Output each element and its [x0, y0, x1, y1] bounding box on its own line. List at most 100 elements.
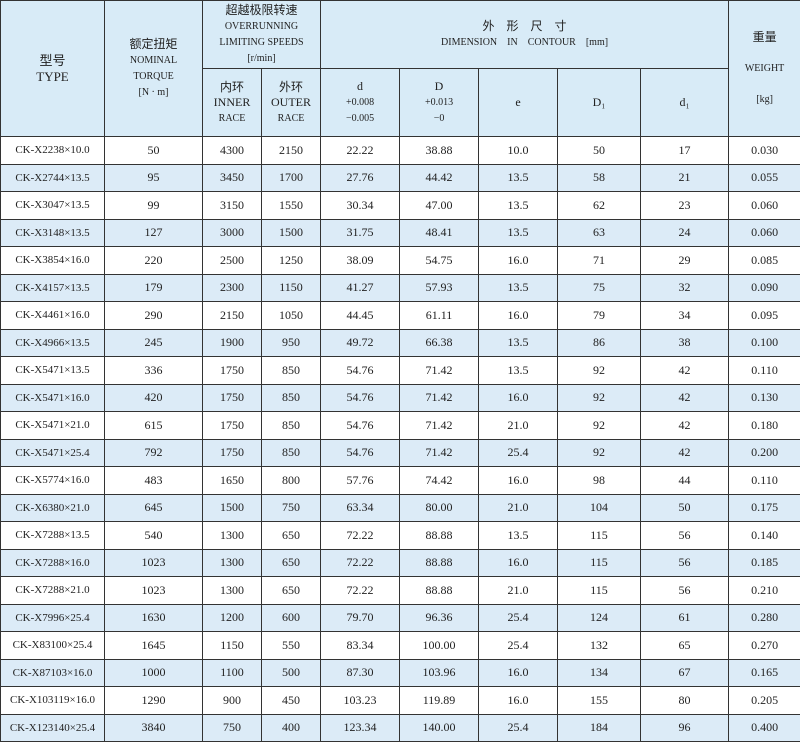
- d1-cell: 67: [641, 659, 729, 687]
- d1-cell: 42: [641, 412, 729, 440]
- inner-speed-cell: 1300: [203, 522, 262, 550]
- type-cell: CK-X103119×16.0: [1, 687, 105, 715]
- e-cell: 25.4: [479, 632, 558, 660]
- inner-speed-cell: 3000: [203, 219, 262, 247]
- e-cell: 13.5: [479, 522, 558, 550]
- e-header: e: [479, 69, 558, 137]
- d1-cell: 56: [641, 577, 729, 605]
- d-cell: 79.70: [321, 604, 400, 632]
- D-cell: 54.75: [400, 247, 479, 275]
- d-cell: 54.76: [321, 384, 400, 412]
- torque-cell: 336: [105, 357, 203, 385]
- D1-cell: 92: [558, 357, 641, 385]
- D1-cell: 115: [558, 522, 641, 550]
- torque-cell: 50: [105, 137, 203, 165]
- D-cell: 71.42: [400, 439, 479, 467]
- outer-speed-cell: 600: [262, 604, 321, 632]
- d-cell: 87.30: [321, 659, 400, 687]
- torque-cell: 245: [105, 329, 203, 357]
- d-cell: 44.45: [321, 302, 400, 330]
- D1-cell: 104: [558, 494, 641, 522]
- e-cell: 16.0: [479, 549, 558, 577]
- e-cell: 16.0: [479, 687, 558, 715]
- inner-speed-cell: 900: [203, 687, 262, 715]
- weight-cell: 0.095: [729, 302, 800, 330]
- d1-cell: 56: [641, 522, 729, 550]
- d-cell: 72.22: [321, 577, 400, 605]
- inner-speed-cell: 1150: [203, 632, 262, 660]
- d-cell: 54.76: [321, 357, 400, 385]
- D1-cell: 62: [558, 192, 641, 220]
- weight-cell: 0.180: [729, 412, 800, 440]
- weight-cell: 0.060: [729, 192, 800, 220]
- D-cell: 47.00: [400, 192, 479, 220]
- d-cell: 27.76: [321, 164, 400, 192]
- D1-cell: 132: [558, 632, 641, 660]
- d-cell: 54.76: [321, 412, 400, 440]
- type-cell: CK-X5774×16.0: [1, 467, 105, 495]
- D-cell: 71.42: [400, 357, 479, 385]
- d1-cell: 80: [641, 687, 729, 715]
- d1-cell: 44: [641, 467, 729, 495]
- d-cell: 103.23: [321, 687, 400, 715]
- d1-cell: 65: [641, 632, 729, 660]
- type-cell: CK-X7996×25.4: [1, 604, 105, 632]
- weight-cell: 0.205: [729, 687, 800, 715]
- d1-cell: 21: [641, 164, 729, 192]
- D-cell: 71.42: [400, 412, 479, 440]
- e-cell: 21.0: [479, 577, 558, 605]
- weight-cell: 0.055: [729, 164, 800, 192]
- D-cell: 61.11: [400, 302, 479, 330]
- D1-cell: 115: [558, 549, 641, 577]
- d-cell: 123.34: [321, 714, 400, 742]
- D1-cell: 115: [558, 577, 641, 605]
- type-cell: CK-X3148×13.5: [1, 219, 105, 247]
- weight-cell: 0.200: [729, 439, 800, 467]
- e-cell: 21.0: [479, 412, 558, 440]
- d-cell: 22.22: [321, 137, 400, 165]
- D1-cell: 184: [558, 714, 641, 742]
- d1-cell: 56: [641, 549, 729, 577]
- outer-speed-cell: 500: [262, 659, 321, 687]
- torque-cell: 127: [105, 219, 203, 247]
- type-cell: CK-X7288×13.5: [1, 522, 105, 550]
- outer-speed-cell: 850: [262, 439, 321, 467]
- D-cell: 44.42: [400, 164, 479, 192]
- torque-cell: 95: [105, 164, 203, 192]
- e-cell: 16.0: [479, 467, 558, 495]
- torque-cell: 420: [105, 384, 203, 412]
- type-cell: CK-X4966×13.5: [1, 329, 105, 357]
- inner-speed-cell: 1500: [203, 494, 262, 522]
- outer-speed-cell: 1150: [262, 274, 321, 302]
- d-cell: 41.27: [321, 274, 400, 302]
- D1-cell: 124: [558, 604, 641, 632]
- outer-speed-cell: 850: [262, 357, 321, 385]
- e-cell: 13.5: [479, 274, 558, 302]
- D-cell: 80.00: [400, 494, 479, 522]
- outer-speed-cell: 750: [262, 494, 321, 522]
- weight-cell: 0.400: [729, 714, 800, 742]
- outer-speed-cell: 1700: [262, 164, 321, 192]
- d1-header: d₁: [641, 69, 729, 137]
- weight-cell: 0.090: [729, 274, 800, 302]
- torque-cell: 1000: [105, 659, 203, 687]
- D-cell: 140.00: [400, 714, 479, 742]
